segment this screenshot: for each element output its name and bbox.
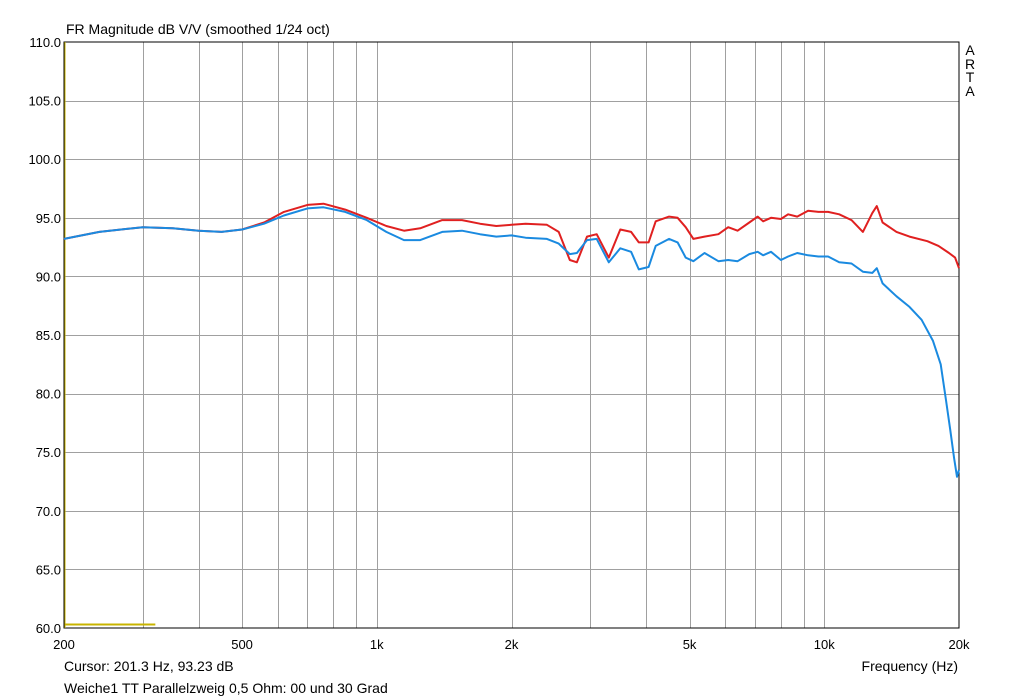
x-tick-label: 200 xyxy=(53,637,75,652)
series-layer xyxy=(63,202,960,478)
x-tick-label: 10k xyxy=(814,637,835,652)
series-line-2 xyxy=(63,206,960,478)
y-tick-label: 75.0 xyxy=(36,445,61,460)
grid-lines xyxy=(64,42,959,628)
y-tick-label: 95.0 xyxy=(36,211,61,226)
plot-frame xyxy=(63,41,960,629)
x-tick-label: 500 xyxy=(231,637,253,652)
y-tick-label: 100.0 xyxy=(28,152,61,167)
y-tick-label: 90.0 xyxy=(36,269,61,284)
x-axis-label: Frequency (Hz) xyxy=(861,658,958,674)
marker-layer xyxy=(64,42,156,628)
measurement-caption: Weiche1 TT Parallelzweig 0,5 Ohm: 00 und… xyxy=(64,680,388,696)
series-line-1 xyxy=(63,202,960,269)
x-tick-label: 20k xyxy=(949,637,970,652)
y-tick-label: 60.0 xyxy=(36,621,61,636)
y-tick-label: 105.0 xyxy=(28,94,61,109)
x-tick-label: 1k xyxy=(370,637,384,652)
chart-title: FR Magnitude dB V/V (smoothed 1/24 oct) xyxy=(66,21,330,37)
tick-labels: 110.0 105.0 100.0 95.0 90.0 85.0 80.0 75.0 70.0 6… xyxy=(28,35,970,652)
cursor-readout: Cursor: 201.3 Hz, 93.23 dB xyxy=(64,658,234,674)
y-tick-label: 80.0 xyxy=(36,387,61,402)
y-tick-label: 70.0 xyxy=(36,504,61,519)
y-tick-label: 85.0 xyxy=(36,328,61,343)
y-tick-label: 65.0 xyxy=(36,562,61,577)
x-tick-label: 5k xyxy=(683,637,697,652)
y-tick-label: 110.0 xyxy=(29,35,61,50)
x-tick-label: 2k xyxy=(505,637,519,652)
